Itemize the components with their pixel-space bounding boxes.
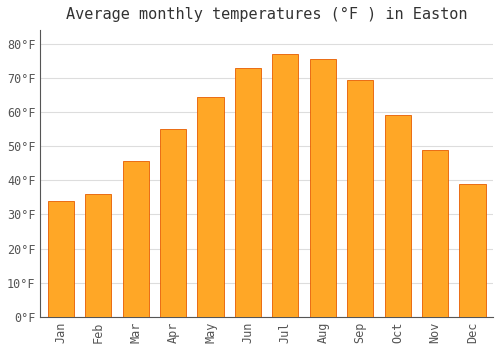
- Bar: [198, 97, 224, 317]
- Title: Average monthly temperatures (°F ) in Easton: Average monthly temperatures (°F ) in Ea…: [66, 7, 468, 22]
- Bar: [347, 79, 374, 317]
- Bar: [310, 59, 336, 317]
- Bar: [85, 194, 112, 317]
- Bar: [122, 161, 149, 317]
- Bar: [460, 184, 485, 317]
- Bar: [272, 54, 298, 317]
- Bar: [235, 68, 261, 317]
- Bar: [48, 201, 74, 317]
- Bar: [422, 149, 448, 317]
- Bar: [384, 116, 410, 317]
- Bar: [160, 129, 186, 317]
